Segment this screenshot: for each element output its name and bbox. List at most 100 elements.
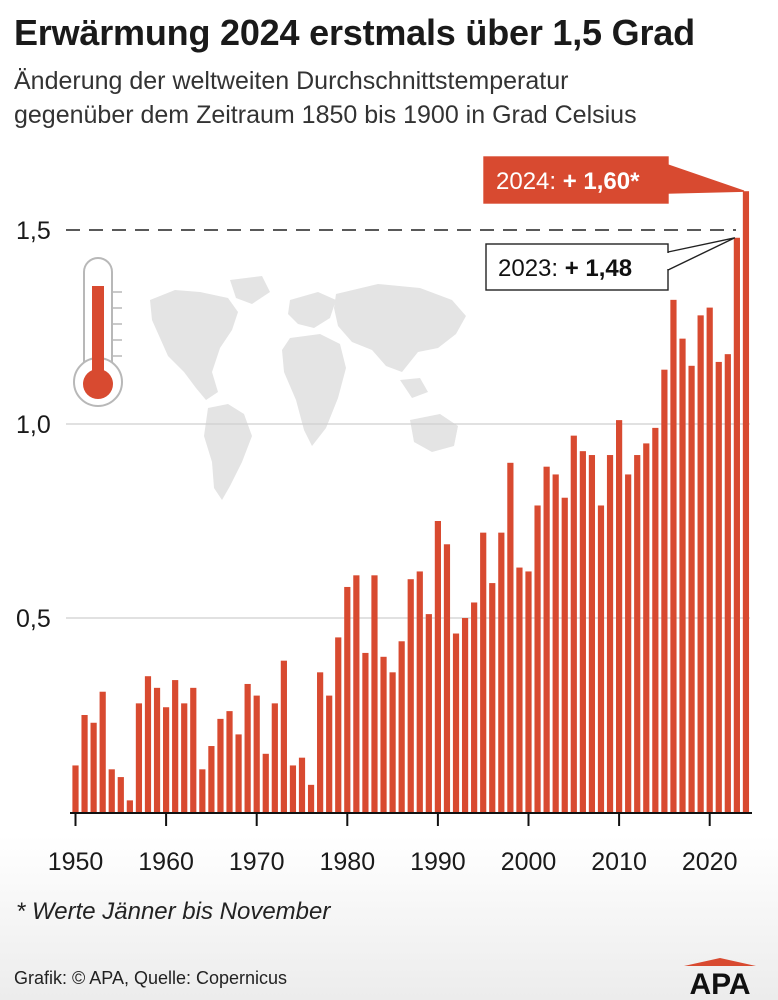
x-tick-label-1960: 1960 (138, 848, 194, 876)
callout-year-2023: 2023: (498, 255, 565, 282)
bar-1962 (181, 703, 188, 812)
subtitle-line-1: Änderung der weltweiten Durchschnittstem… (14, 67, 569, 95)
bar-2008 (597, 505, 605, 812)
chart-subtitle: Änderung der weltweiten Durchschnittstem… (14, 64, 637, 132)
bar-1977 (317, 672, 324, 812)
x-tick-label-1980: 1980 (319, 848, 375, 876)
bar-2005 (570, 435, 577, 812)
bar-2006 (579, 451, 586, 812)
callout-value-2024: + 1,60* (563, 168, 640, 195)
bar-2017 (679, 338, 686, 812)
bar-1994 (471, 602, 478, 812)
bar-1986 (398, 641, 405, 812)
bar-1989 (425, 614, 432, 812)
bar-1950 (72, 765, 79, 812)
callout-label-2024: 2024: + 1,60* (496, 168, 640, 195)
bar-1983 (371, 575, 378, 812)
bar-2013 (643, 443, 650, 812)
y-tick-label-0: 0,5 (16, 605, 51, 633)
footer-background (0, 836, 778, 1000)
bar-1999 (516, 567, 523, 812)
y-tick-label-1: 1,0 (16, 411, 51, 439)
bar-1984 (380, 656, 387, 812)
y-tick-label-2: 1,5 (16, 217, 51, 245)
bar-1991 (443, 544, 451, 812)
bar-1993 (461, 618, 469, 812)
bar-2011 (625, 474, 632, 812)
bar-2019 (697, 315, 704, 812)
bar-1992 (452, 633, 460, 812)
bar-1996 (489, 583, 496, 812)
bar-1988 (416, 571, 423, 812)
bar-2022 (724, 354, 731, 812)
bar-1968 (235, 734, 242, 812)
bar-1952 (90, 722, 97, 812)
bar-1985 (389, 672, 396, 812)
x-tick-label-2020: 2020 (682, 848, 738, 876)
callout-pointer-2024 (667, 164, 745, 194)
bar-2002 (543, 466, 550, 812)
bar-1966 (217, 718, 224, 812)
subtitle-line-2: gegenüber dem Zeitraum 1850 bis 1900 in … (14, 101, 637, 129)
bar-1957 (135, 703, 143, 812)
bar-1971 (262, 753, 269, 812)
bar-1997 (498, 532, 505, 812)
bar-2003 (552, 474, 559, 812)
bar-1975 (298, 757, 306, 812)
bar-2015 (661, 369, 668, 812)
bar-2020 (706, 307, 713, 812)
bar-1955 (117, 777, 124, 812)
bar-1953 (99, 691, 106, 812)
bar-1970 (253, 695, 260, 812)
x-tick-label-1950: 1950 (48, 848, 104, 876)
bar-1972 (271, 703, 278, 812)
bar-2007 (588, 455, 596, 812)
callout-2024: 2024: + 1,60* (483, 156, 745, 204)
source-credit: Grafik: © APA, Quelle: Copernicus (14, 968, 288, 988)
bar-1965 (208, 746, 215, 812)
thermometer-icon (73, 257, 123, 407)
callout-pointer-2023 (667, 237, 736, 272)
logo-text: APA (689, 968, 750, 996)
bar-2009 (606, 455, 614, 812)
bar-1990 (434, 521, 441, 812)
bar-2001 (534, 505, 541, 812)
bar-1973 (280, 660, 287, 812)
x-tick-label-2010: 2010 (591, 848, 647, 876)
chart-title: Erwärmung 2024 erstmals über 1,5 Grad (14, 12, 695, 53)
bar-1982 (362, 652, 369, 812)
callout-label-2023: 2023: + 1,48 (498, 255, 632, 282)
bar-1998 (507, 462, 514, 812)
world-map-icon (150, 276, 466, 500)
bar-2021 (715, 361, 722, 812)
bar-1954 (108, 769, 115, 812)
bar-1976 (307, 784, 315, 812)
bar-2016 (670, 299, 677, 813)
bar-1960 (163, 707, 170, 812)
bar-1963 (190, 687, 197, 812)
y-axis: 0,5 1,0 1,5 (16, 217, 51, 633)
bar-2010 (616, 420, 623, 812)
x-tick-label-1970: 1970 (229, 848, 285, 876)
callout-value-2023: + 1,48 (565, 255, 632, 282)
bar-2018 (688, 365, 695, 812)
callout-2023: 2023: + 1,48 (485, 237, 736, 291)
x-tick-label-1990: 1990 (410, 848, 466, 876)
bar-1967 (226, 711, 233, 812)
bar-2023 (733, 237, 740, 812)
bar-1969 (244, 683, 251, 812)
bar-1961 (172, 680, 179, 812)
bar-1951 (81, 715, 88, 812)
bar-1956 (126, 800, 133, 812)
bar-1978 (326, 695, 333, 812)
bar-2012 (634, 455, 641, 812)
apa-logo: APA (684, 958, 756, 996)
bar-1959 (153, 687, 161, 812)
bar-1979 (335, 637, 342, 812)
bar-1987 (407, 579, 414, 812)
footnote: * Werte Jänner bis November (16, 898, 331, 925)
x-tick-label-2000: 2000 (501, 848, 557, 876)
bar-2004 (561, 497, 568, 812)
callouts: 2024: + 1,60* 2023: + 1,48 (483, 156, 745, 291)
